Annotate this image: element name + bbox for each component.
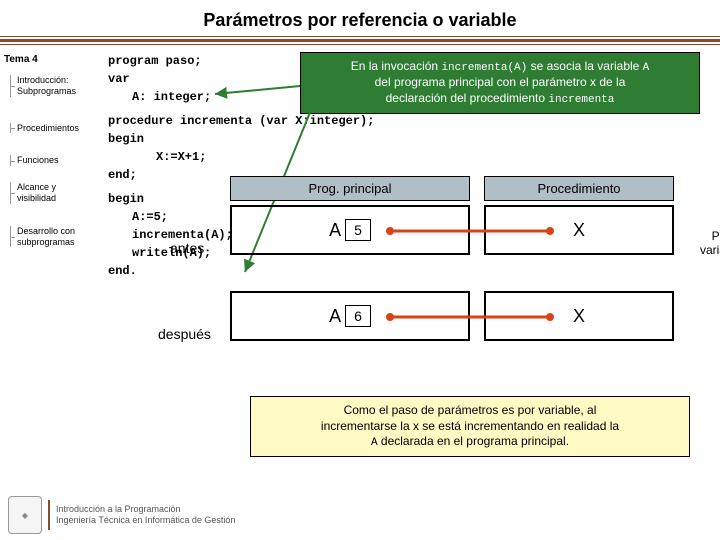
footer-divider	[48, 500, 50, 530]
text: En la invocación	[351, 59, 442, 73]
state-before: A 5 X Por variable	[230, 205, 700, 255]
sidebar-item: Procedimientos	[10, 123, 96, 134]
sidebar-item: Desarrollo con subprogramas	[10, 226, 96, 248]
footer-line: Ingeniería Técnica en Informática de Ges…	[56, 515, 235, 526]
divider	[0, 36, 720, 37]
title-bar: Parámetros por referencia o variable	[0, 0, 720, 35]
divider	[0, 39, 720, 42]
text: Por	[712, 229, 720, 243]
por-variable-label: Por variable	[700, 229, 720, 258]
proc-box-before: X Por variable	[484, 205, 674, 255]
var-a: A	[329, 220, 341, 241]
code-line: begin	[108, 130, 712, 148]
crest-icon: ◆	[8, 496, 42, 534]
proc-box-after: X	[484, 291, 674, 341]
footer-line: Introducción a la Programación	[56, 504, 235, 515]
diagram-header: Prog. principal Procedimiento	[230, 176, 700, 201]
sidebar: Tema 4 Introducción: Subprogramas Proced…	[0, 46, 100, 496]
phase-before: antes	[170, 240, 204, 256]
state-after: A 6 X	[230, 291, 700, 341]
code-inline: A	[643, 62, 650, 74]
diagram: Prog. principal Procedimiento A 5 X Por …	[230, 176, 700, 345]
var-x: X	[573, 220, 585, 241]
phase-after: después	[158, 326, 211, 342]
text: del programa principal con el parámetro …	[375, 75, 626, 89]
sidebar-item: Alcance y visibilidad	[10, 182, 96, 204]
var-x: X	[573, 306, 585, 327]
code-inline: A	[371, 437, 378, 449]
code-line: procedure incrementa (var X:integer);	[108, 112, 712, 130]
text: declaración del procedimiento	[386, 91, 549, 105]
val-before: 5	[345, 219, 371, 241]
callout-top: En la invocación incrementa(A) se asocia…	[300, 52, 700, 114]
sidebar-item: Funciones	[10, 155, 96, 166]
proc-label: Procedimiento	[484, 176, 674, 201]
divider	[0, 44, 720, 45]
text: se asocia la variable	[527, 59, 642, 73]
text: incrementarse la x se está incrementando…	[321, 419, 619, 433]
text: Como el paso de parámetros es por variab…	[344, 403, 597, 417]
main-area: Tema 4 Introducción: Subprogramas Proced…	[0, 46, 720, 496]
val-after: 6	[345, 305, 371, 327]
var-a: A	[329, 306, 341, 327]
callout-bottom: Como el paso de parámetros es por variab…	[250, 396, 690, 457]
text: variable	[700, 243, 720, 257]
text: declarada en el programa principal.	[378, 434, 569, 448]
content: program paso; var A: integer; procedure …	[100, 46, 720, 496]
code-line: X:=X+1;	[156, 148, 712, 166]
prog-box-before: A 5	[230, 205, 470, 255]
footer: ◆ Introducción a la Programación Ingenie…	[0, 494, 720, 536]
code-inline: incrementa(A)	[441, 62, 527, 74]
footer-text: Introducción a la Programación Ingenierí…	[56, 504, 235, 526]
code-inline: incrementa	[548, 94, 614, 106]
tema-label: Tema 4	[4, 54, 96, 65]
prog-label: Prog. principal	[230, 176, 470, 201]
page-title: Parámetros por referencia o variable	[0, 10, 720, 31]
prog-box-after: A 6	[230, 291, 470, 341]
sidebar-item: Introducción: Subprogramas	[10, 75, 96, 97]
